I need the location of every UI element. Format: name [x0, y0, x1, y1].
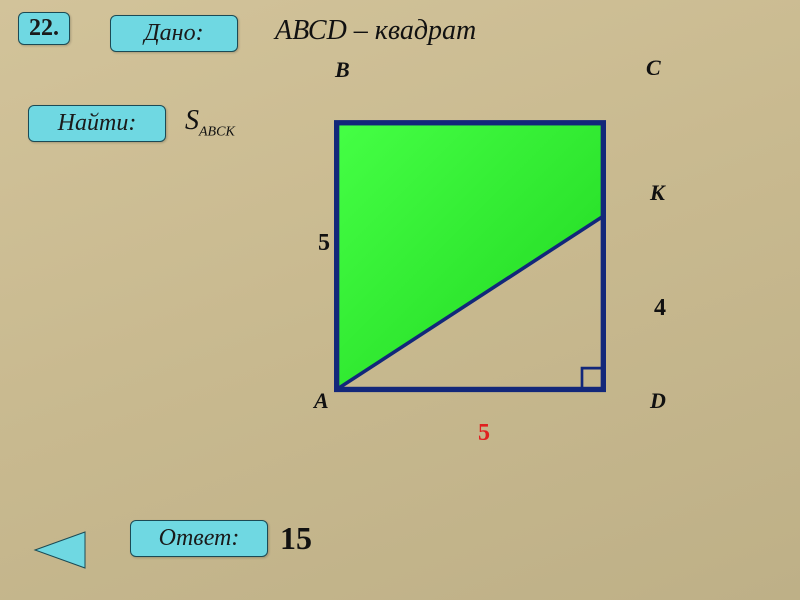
geometry-diagram	[310, 75, 630, 455]
find-formula: SABCK	[185, 105, 235, 141]
formula-subscript: ABCK	[199, 125, 235, 140]
vertex-label-k: К	[650, 180, 665, 206]
problem-number-badge: 22.	[18, 12, 70, 45]
given-statement: АВСD – квадрат	[275, 15, 476, 47]
answer-badge: Ответ:	[130, 520, 268, 557]
nav-back-button[interactable]	[30, 530, 90, 570]
dim-bottom-side: 5	[478, 420, 490, 447]
find-badge: Найти:	[28, 105, 166, 142]
vertex-label-c: С	[646, 55, 661, 81]
formula-main: S	[185, 105, 199, 136]
dim-left-side: 5	[318, 230, 330, 257]
given-badge: Дано:	[110, 15, 238, 52]
answer-value: 15	[280, 520, 312, 557]
vertex-label-a: А	[314, 388, 329, 414]
polygon-abck	[337, 123, 604, 390]
vertex-label-b: В	[335, 57, 350, 83]
right-angle-marker	[582, 368, 603, 389]
vertex-label-d: D	[650, 388, 666, 414]
back-triangle-shape	[35, 532, 85, 568]
dim-kd: 4	[654, 295, 666, 322]
back-triangle-icon	[30, 530, 90, 570]
